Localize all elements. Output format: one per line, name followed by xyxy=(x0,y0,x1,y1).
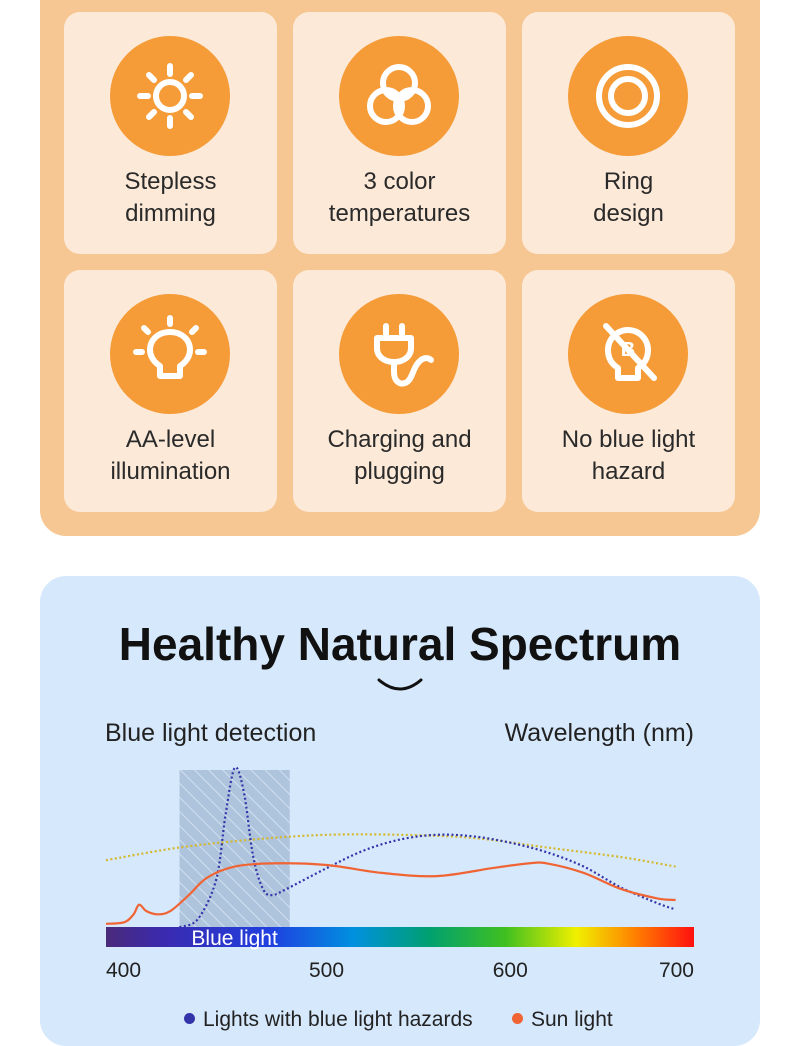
feature-label: 3 color temperatures xyxy=(328,168,471,227)
x-tick-label: 700 xyxy=(659,959,694,982)
legend-dot-sun xyxy=(512,1013,523,1024)
legend-label-hazard: Lights with blue light hazards xyxy=(203,1008,473,1031)
legend-dot-hazard xyxy=(184,1013,195,1024)
plug-icon xyxy=(339,294,459,414)
x-tick-label: 500 xyxy=(309,959,344,982)
feature-label: Ring design xyxy=(593,168,664,227)
feature-card-stepless-dimming: Stepless dimming xyxy=(64,12,277,254)
legend-item-sun: Sun light xyxy=(512,1006,613,1034)
feature-card-charging: Charging and plugging xyxy=(293,270,506,512)
series-hazard-line xyxy=(179,766,676,929)
legend-item-hazard: Lights with blue light hazards xyxy=(184,1006,473,1034)
feature-label: Charging and plugging xyxy=(327,426,472,485)
smile-divider-icon xyxy=(377,678,423,691)
legend-label-sun: Sun light xyxy=(531,1008,613,1031)
blue-light-detection-label: Blue light detection xyxy=(105,719,317,747)
lightbulb-icon xyxy=(110,294,230,414)
blue-light-band xyxy=(179,770,290,947)
blue-light-band-label: Blue light xyxy=(191,927,278,950)
series-sun-line xyxy=(105,861,676,925)
series-reference-line xyxy=(105,833,676,868)
spectrum-color-bar xyxy=(106,927,694,947)
x-tick-label: 600 xyxy=(493,959,528,982)
x-tick-label: 400 xyxy=(106,959,141,982)
spectrum-chart: Blue light 400 500 600 700 xyxy=(105,766,694,982)
three-circles-icon xyxy=(339,36,459,156)
feature-card-aa-illumination: AA-level illumination xyxy=(64,270,277,512)
spectrum-title: Healthy Natural Spectrum xyxy=(118,618,682,670)
no-blue-light-icon: B xyxy=(568,294,688,414)
ring-icon xyxy=(568,36,688,156)
feature-label: No blue light hazard xyxy=(561,426,696,485)
feature-card-no-blue-light: B No blue light hazard xyxy=(522,270,735,512)
svg-text:B: B xyxy=(621,339,635,361)
wavelength-label: Wavelength (nm) xyxy=(504,719,694,747)
feature-card-color-temperatures: 3 color temperatures xyxy=(293,12,506,254)
feature-label: AA-level illumination xyxy=(110,426,231,485)
sun-icon xyxy=(110,36,230,156)
feature-label: Stepless dimming xyxy=(124,168,217,227)
feature-card-ring-design: Ring design xyxy=(522,12,735,254)
chart-legend: Lights with blue light hazards Sun light xyxy=(0,1006,800,1034)
spectrum-panel xyxy=(40,576,760,1046)
